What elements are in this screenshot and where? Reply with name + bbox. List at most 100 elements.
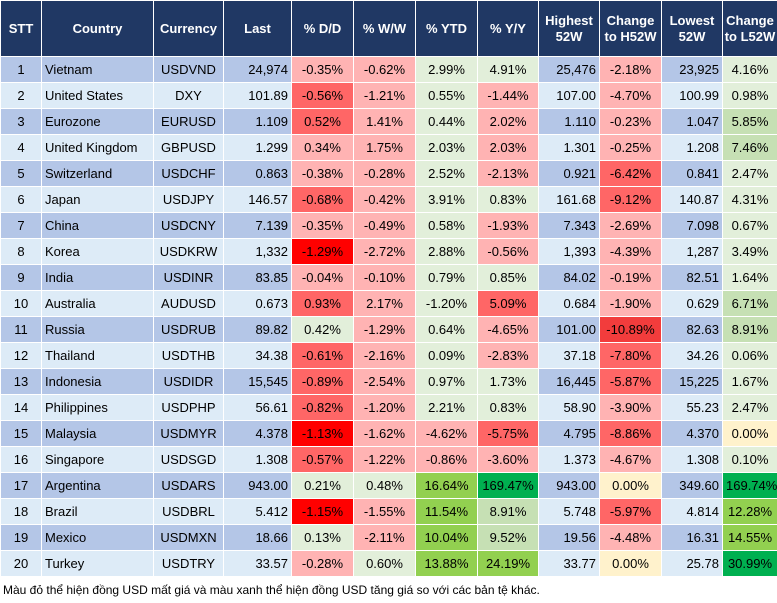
cell-h52: -0.25%	[600, 135, 662, 161]
cell-ytd: -0.86%	[416, 447, 478, 473]
cell-last: 0.673	[224, 291, 292, 317]
cell-high: 1,393	[539, 239, 600, 265]
cell-ww: -1.55%	[354, 499, 416, 525]
cell-h52: -4.48%	[600, 525, 662, 551]
cell-h52: -9.12%	[600, 187, 662, 213]
cell-country: Eurozone	[42, 109, 154, 135]
cell-ww: -0.28%	[354, 161, 416, 187]
cell-h52: -4.70%	[600, 83, 662, 109]
cell-low: 0.629	[662, 291, 723, 317]
cell-last: 5.412	[224, 499, 292, 525]
cell-l52: 2.47%	[723, 395, 777, 421]
cell-ww: 1.75%	[354, 135, 416, 161]
cell-l52: 169.74%	[723, 473, 777, 499]
cell-h52: -2.18%	[600, 57, 662, 83]
cell-low: 0.841	[662, 161, 723, 187]
header-stt: STT	[1, 1, 42, 57]
cell-last: 34.38	[224, 343, 292, 369]
cell-last: 943.00	[224, 473, 292, 499]
cell-stt: 18	[1, 499, 42, 525]
cell-h52: -8.86%	[600, 421, 662, 447]
cell-currency: USDSGD	[154, 447, 224, 473]
cell-country: United States	[42, 83, 154, 109]
cell-ytd: 3.91%	[416, 187, 478, 213]
cell-ww: -2.16%	[354, 343, 416, 369]
cell-dd: -1.13%	[292, 421, 354, 447]
cell-l52: 12.28%	[723, 499, 777, 525]
cell-currency: USDTRY	[154, 551, 224, 577]
cell-l52: 0.00%	[723, 421, 777, 447]
cell-last: 1,332	[224, 239, 292, 265]
header-dd: % D/D	[292, 1, 354, 57]
cell-dd: -0.35%	[292, 213, 354, 239]
cell-dd: 0.52%	[292, 109, 354, 135]
cell-high: 84.02	[539, 265, 600, 291]
cell-h52: -7.80%	[600, 343, 662, 369]
cell-h52: -5.97%	[600, 499, 662, 525]
cell-high: 1.110	[539, 109, 600, 135]
cell-high: 943.00	[539, 473, 600, 499]
cell-currency: USDBRL	[154, 499, 224, 525]
cell-country: Singapore	[42, 447, 154, 473]
cell-currency: USDMXN	[154, 525, 224, 551]
cell-country: Brazil	[42, 499, 154, 525]
cell-country: Thailand	[42, 343, 154, 369]
cell-ww: -0.10%	[354, 265, 416, 291]
cell-low: 7.098	[662, 213, 723, 239]
cell-yy: 24.19%	[478, 551, 539, 577]
cell-currency: USDIDR	[154, 369, 224, 395]
cell-ww: 2.17%	[354, 291, 416, 317]
header-last: Last	[224, 1, 292, 57]
cell-h52: -0.23%	[600, 109, 662, 135]
cell-l52: 6.71%	[723, 291, 777, 317]
cell-country: Switzerland	[42, 161, 154, 187]
cell-high: 19.56	[539, 525, 600, 551]
cell-low: 23,925	[662, 57, 723, 83]
cell-yy: -5.75%	[478, 421, 539, 447]
cell-stt: 9	[1, 265, 42, 291]
cell-dd: 0.93%	[292, 291, 354, 317]
cell-last: 7.139	[224, 213, 292, 239]
cell-high: 107.00	[539, 83, 600, 109]
cell-high: 16,445	[539, 369, 600, 395]
cell-yy: -2.13%	[478, 161, 539, 187]
cell-country: Argentina	[42, 473, 154, 499]
cell-high: 4.795	[539, 421, 600, 447]
cell-ytd: -4.62%	[416, 421, 478, 447]
cell-currency: USDVND	[154, 57, 224, 83]
cell-high: 1.373	[539, 447, 600, 473]
cell-l52: 1.67%	[723, 369, 777, 395]
cell-currency: DXY	[154, 83, 224, 109]
cell-h52: -2.69%	[600, 213, 662, 239]
cell-l52: 0.67%	[723, 213, 777, 239]
cell-l52: 5.85%	[723, 109, 777, 135]
cell-ww: -2.11%	[354, 525, 416, 551]
header-l52: Change to L52W	[723, 1, 777, 57]
cell-last: 101.89	[224, 83, 292, 109]
cell-dd: -1.29%	[292, 239, 354, 265]
cell-yy: 5.09%	[478, 291, 539, 317]
cell-dd: -0.04%	[292, 265, 354, 291]
cell-dd: -0.57%	[292, 447, 354, 473]
cell-stt: 11	[1, 317, 42, 343]
cell-ww: -0.62%	[354, 57, 416, 83]
cell-high: 161.68	[539, 187, 600, 213]
cell-low: 4.814	[662, 499, 723, 525]
cell-country: United Kingdom	[42, 135, 154, 161]
cell-low: 34.26	[662, 343, 723, 369]
cell-low: 82.51	[662, 265, 723, 291]
cell-stt: 20	[1, 551, 42, 577]
cell-currency: AUDUSD	[154, 291, 224, 317]
cell-high: 5.748	[539, 499, 600, 525]
